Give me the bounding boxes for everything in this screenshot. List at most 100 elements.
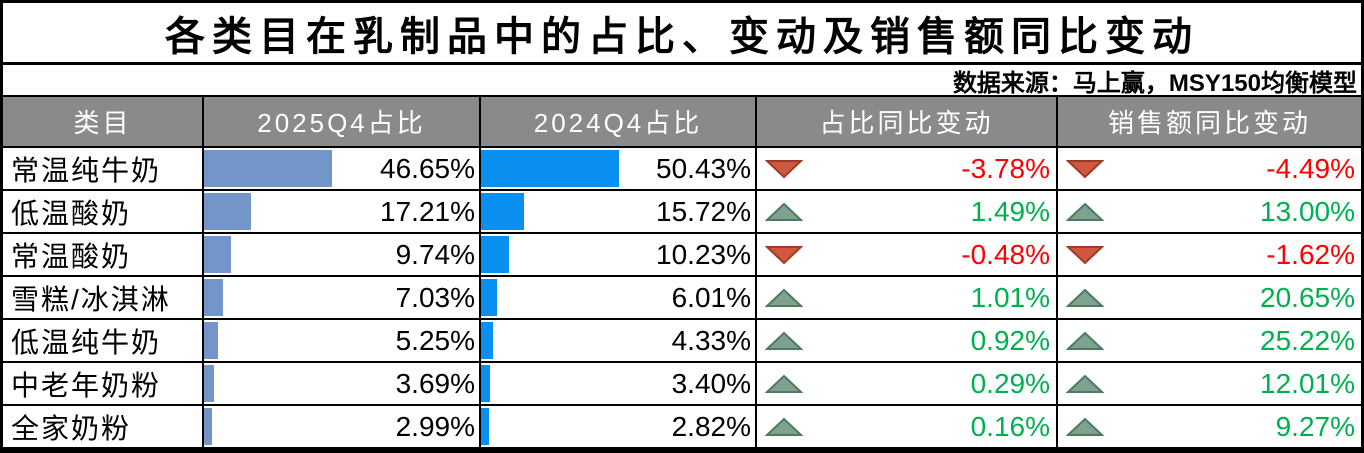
up-triangle-icon (765, 331, 803, 350)
data-bar-2025 (204, 408, 213, 445)
data-bar-2024 (481, 193, 525, 230)
up-triangle-icon (765, 288, 803, 307)
data-bar-2025 (204, 193, 252, 230)
share-2024-value: 15.72% (656, 195, 751, 227)
down-triangle-icon (765, 159, 803, 178)
category-cell: 全家奶粉 (3, 406, 204, 449)
sales-change-value: 20.65% (1260, 281, 1355, 313)
share-change-value: 1.01% (970, 281, 1050, 313)
share-change-cell: 1.49% (757, 191, 1058, 234)
up-triangle-icon (1066, 417, 1104, 436)
sales-change-cell: 12.01% (1058, 363, 1361, 406)
sales-change-value: 9.27% (1275, 410, 1355, 442)
share-2024-value: 2.82% (671, 410, 751, 442)
up-triangle-icon (765, 374, 803, 393)
data-bar-2024 (481, 236, 510, 273)
data-bar-2025 (204, 322, 219, 359)
sales-change-value: 25.22% (1260, 324, 1355, 356)
table-bottom-border (3, 449, 1361, 453)
share-2025-value: 46.65% (380, 152, 475, 184)
up-triangle-icon (1066, 202, 1104, 221)
share-2025-value: 7.03% (395, 281, 475, 313)
share-change-cell: -0.48% (757, 234, 1058, 277)
share-2025-cell: 7.03% (204, 277, 481, 320)
share-2024-cell: 2.82% (481, 406, 757, 449)
data-bar-2024 (481, 322, 493, 359)
data-source-note: 数据来源：马上赢，MSY150均衡模型 (3, 65, 1361, 97)
share-change-value: 0.16% (970, 410, 1050, 442)
sales-change-cell: 20.65% (1058, 277, 1361, 320)
header-sales-yoy-change: 销售额同比变动 (1058, 97, 1361, 148)
share-2025-cell: 3.69% (204, 363, 481, 406)
share-2025-value: 2.99% (395, 410, 475, 442)
header-share-yoy-change: 占比同比变动 (757, 97, 1058, 148)
category-cell: 常温酸奶 (3, 234, 204, 277)
down-triangle-icon (1066, 245, 1104, 264)
data-bar-2025 (204, 236, 231, 273)
share-2024-value: 3.40% (671, 367, 751, 399)
up-triangle-icon (765, 417, 803, 436)
share-change-value: 0.92% (970, 324, 1050, 356)
data-bar-2024 (481, 279, 498, 316)
category-cell: 中老年奶粉 (3, 363, 204, 406)
share-change-cell: 1.01% (757, 277, 1058, 320)
page-title: 各类目在乳制品中的占比、变动及销售额同比变动 (3, 3, 1361, 65)
share-2025-value: 9.74% (395, 238, 475, 270)
share-2024-value: 4.33% (671, 324, 751, 356)
share-2025-value: 5.25% (395, 324, 475, 356)
up-triangle-icon (1066, 374, 1104, 393)
share-2025-value: 3.69% (395, 367, 475, 399)
data-table: 类目 2025Q4占比 2024Q4占比 占比同比变动 销售额同比变动 常温纯牛… (3, 97, 1361, 449)
header-2025q4-share: 2025Q4占比 (204, 97, 481, 148)
share-change-cell: -3.78% (757, 148, 1058, 191)
share-change-value: 0.29% (970, 367, 1050, 399)
sales-change-value: -4.49% (1266, 152, 1355, 184)
share-2024-cell: 50.43% (481, 148, 757, 191)
sales-change-cell: -1.62% (1058, 234, 1361, 277)
share-2025-cell: 46.65% (204, 148, 481, 191)
data-bar-2025 (204, 150, 333, 187)
header-category: 类目 (3, 97, 204, 148)
category-cell: 低温纯牛奶 (3, 320, 204, 363)
sales-change-cell: -4.49% (1058, 148, 1361, 191)
share-2024-value: 10.23% (656, 238, 751, 270)
share-2024-cell: 3.40% (481, 363, 757, 406)
data-bar-2024 (481, 150, 620, 187)
up-triangle-icon (1066, 288, 1104, 307)
share-2024-value: 6.01% (671, 281, 751, 313)
share-change-value: -3.78% (961, 152, 1050, 184)
share-2025-cell: 5.25% (204, 320, 481, 363)
share-change-cell: 0.92% (757, 320, 1058, 363)
share-2025-cell: 9.74% (204, 234, 481, 277)
share-change-value: 1.49% (970, 195, 1050, 227)
down-triangle-icon (1066, 159, 1104, 178)
share-change-cell: 0.16% (757, 406, 1058, 449)
data-bar-2024 (481, 365, 491, 402)
sales-change-value: -1.62% (1266, 238, 1355, 270)
sales-change-cell: 25.22% (1058, 320, 1361, 363)
share-2024-cell: 15.72% (481, 191, 757, 234)
data-bar-2025 (204, 365, 215, 402)
header-2024q4-share: 2024Q4占比 (481, 97, 757, 148)
share-change-value: -0.48% (961, 238, 1050, 270)
share-2025-cell: 2.99% (204, 406, 481, 449)
sales-change-value: 13.00% (1260, 195, 1355, 227)
data-bar-2025 (204, 279, 224, 316)
up-triangle-icon (1066, 331, 1104, 350)
up-triangle-icon (765, 202, 803, 221)
sales-change-cell: 9.27% (1058, 406, 1361, 449)
share-2025-cell: 17.21% (204, 191, 481, 234)
share-2024-value: 50.43% (656, 152, 751, 184)
category-cell: 低温酸奶 (3, 191, 204, 234)
share-2025-value: 17.21% (380, 195, 475, 227)
share-2024-cell: 4.33% (481, 320, 757, 363)
down-triangle-icon (765, 245, 803, 264)
category-cell: 雪糕/冰淇淋 (3, 277, 204, 320)
share-change-cell: 0.29% (757, 363, 1058, 406)
data-bar-2024 (481, 408, 489, 445)
share-2024-cell: 6.01% (481, 277, 757, 320)
category-cell: 常温纯牛奶 (3, 148, 204, 191)
share-2024-cell: 10.23% (481, 234, 757, 277)
sales-change-value: 12.01% (1260, 367, 1355, 399)
